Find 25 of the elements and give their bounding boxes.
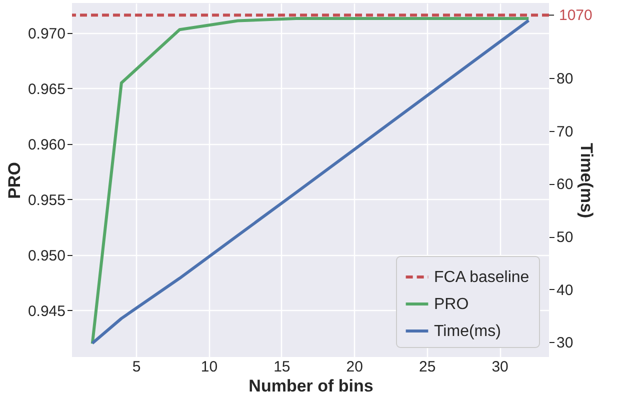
y-tick-label: 0.970 [28, 25, 66, 42]
y-tick-label: 0.955 [28, 192, 66, 209]
legend-label: Time(ms) [434, 323, 501, 340]
y-tick-label: 0.945 [28, 302, 66, 320]
y2-tick-label: 50 [556, 229, 574, 246]
x-tick-label: 20 [346, 358, 363, 376]
legend-label: PRO [434, 296, 469, 313]
x-axis-title: Number of bins [248, 376, 374, 396]
y2-tick-label: 80 [556, 70, 574, 88]
x-tick-label: 5 [132, 358, 141, 376]
y-tick-label: 0.960 [28, 136, 66, 154]
y2-tick-label: 40 [556, 282, 574, 299]
y2-tick-label: 60 [556, 176, 574, 194]
x-tick-label: 15 [274, 358, 290, 376]
text: 1070 [559, 7, 592, 24]
y-axis-title: PRO [4, 162, 24, 199]
y2-tick-label: 30 [556, 334, 574, 352]
x-tick-label: 30 [492, 358, 508, 376]
y-tick-label: 0.950 [28, 247, 66, 264]
y2-tick-label: 70 [556, 123, 574, 140]
y2-axis-title: Time(ms) [577, 142, 596, 218]
legend-label: FCA baseline [434, 269, 530, 286]
x-tick-label: 10 [200, 358, 218, 376]
x-tick-label: 25 [419, 358, 436, 376]
y-tick-label: 0.965 [28, 80, 66, 98]
